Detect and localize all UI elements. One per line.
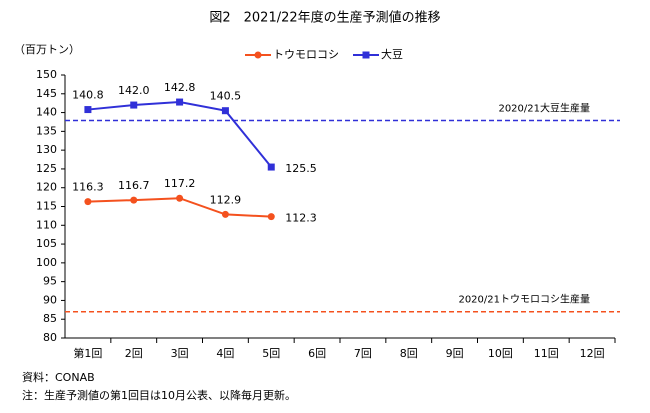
y-tick-label: 120 xyxy=(36,181,57,194)
marker xyxy=(130,101,138,109)
value-label: 140.5 xyxy=(210,90,242,103)
value-label: 125.5 xyxy=(285,162,317,175)
y-tick-label: 100 xyxy=(36,256,57,269)
legend-marker xyxy=(254,51,262,59)
legend-label: 大豆 xyxy=(381,47,403,61)
x-tick-label: 5回 xyxy=(262,347,280,360)
x-tick-label: 12回 xyxy=(580,347,605,360)
y-tick-label: 140 xyxy=(36,106,57,119)
y-tick-label: 150 xyxy=(36,68,57,81)
reference-label: 2020/21トウモロコシ生産量 xyxy=(458,293,590,306)
y-tick-label: 145 xyxy=(36,87,57,100)
y-tick-label: 135 xyxy=(36,124,57,137)
y-tick-label: 85 xyxy=(43,312,57,325)
marker xyxy=(84,198,92,206)
value-label: 142.0 xyxy=(118,84,150,97)
marker xyxy=(84,106,92,114)
y-tick-label: 90 xyxy=(43,293,57,306)
marker xyxy=(176,194,184,202)
marker xyxy=(130,196,138,204)
y-tick-label: 115 xyxy=(36,200,57,213)
marker xyxy=(176,98,184,106)
marker xyxy=(221,210,229,218)
x-tick-label: 8回 xyxy=(400,347,418,360)
x-tick-label: 11回 xyxy=(534,347,559,360)
y-tick-label: 80 xyxy=(43,331,57,344)
y-tick-label: 130 xyxy=(36,143,57,156)
value-label: 116.3 xyxy=(72,181,104,194)
chart-title: 図2 2021/22年度の生産予測値の推移 xyxy=(209,10,440,26)
legend-label: トウモロコシ xyxy=(273,48,339,61)
x-tick-label: 3回 xyxy=(171,347,189,360)
marker xyxy=(221,107,229,115)
y-tick-label: 95 xyxy=(43,275,57,288)
x-tick-label: 10回 xyxy=(488,347,513,360)
x-tick-label: 6回 xyxy=(308,347,326,360)
value-label: 112.9 xyxy=(210,193,242,206)
x-tick-label: 4回 xyxy=(216,347,234,360)
marker xyxy=(267,213,275,221)
y-tick-label: 105 xyxy=(36,237,57,250)
x-tick-label: 第1回 xyxy=(73,346,102,360)
reference-label: 2020/21大豆生産量 xyxy=(498,101,590,114)
value-label: 142.8 xyxy=(164,81,196,94)
y-axis-label: （百万トン） xyxy=(14,43,80,56)
note: 注：生産予測値の第1回目は10月公表、以降毎月更新。 xyxy=(22,388,296,402)
x-tick-label: 9回 xyxy=(446,347,464,360)
value-label: 116.7 xyxy=(118,179,150,192)
marker xyxy=(267,163,275,171)
x-tick-label: 7回 xyxy=(354,347,372,360)
x-tick-label: 2回 xyxy=(125,347,143,360)
legend-marker xyxy=(362,51,370,59)
source: 資料：CONAB xyxy=(22,370,95,384)
value-label: 112.3 xyxy=(285,212,317,225)
value-label: 117.2 xyxy=(164,177,196,190)
y-tick-label: 110 xyxy=(36,218,57,231)
value-label: 140.8 xyxy=(72,89,104,102)
series-line xyxy=(87,101,273,168)
y-tick-label: 125 xyxy=(36,162,57,175)
